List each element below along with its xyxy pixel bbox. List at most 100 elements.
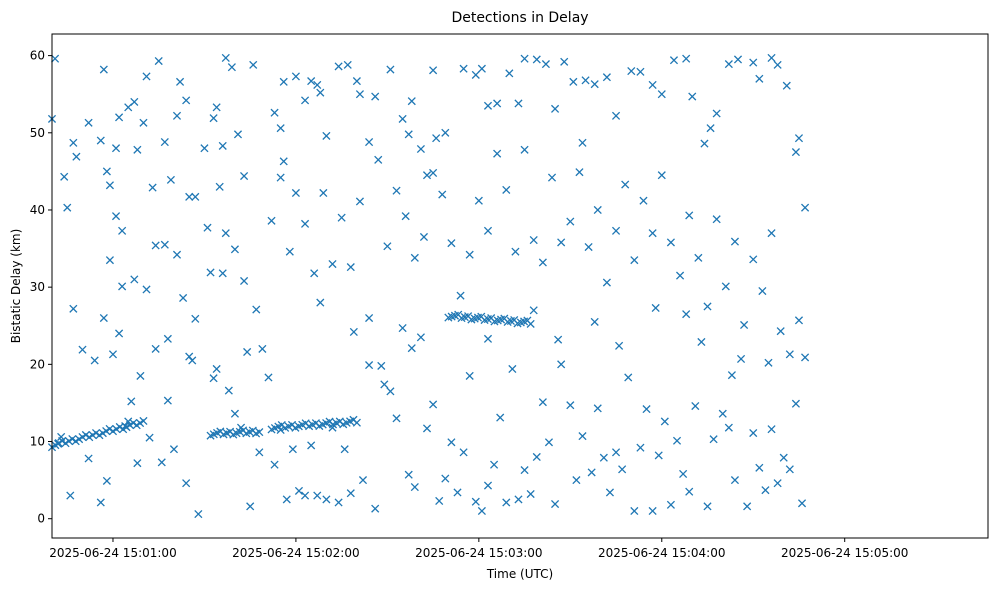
- data-point: [611, 448, 621, 457]
- data-point: [429, 66, 438, 75]
- data-point: [801, 203, 810, 212]
- data-point: [175, 77, 185, 86]
- y-axis-title: Bistatic Delay (km): [9, 229, 23, 344]
- data-point: [429, 400, 438, 409]
- data-point: [785, 465, 794, 474]
- data-point: [386, 65, 395, 74]
- data-point: [316, 88, 325, 97]
- data-point: [139, 416, 148, 426]
- data-point: [794, 134, 804, 143]
- data-point: [694, 253, 703, 262]
- data-point: [300, 96, 310, 105]
- data-point: [130, 97, 139, 106]
- data-point: [404, 470, 413, 479]
- data-point: [483, 226, 493, 235]
- data-point: [511, 247, 520, 256]
- data-point: [764, 358, 773, 367]
- data-point: [755, 74, 764, 83]
- data-point: [84, 118, 93, 127]
- data-point: [230, 409, 239, 418]
- data-point: [127, 397, 136, 406]
- data-point: [398, 114, 407, 123]
- data-point: [392, 186, 401, 195]
- data-point: [99, 313, 108, 323]
- data-point: [703, 302, 712, 311]
- data-point: [264, 373, 273, 382]
- y-tick-label: 20: [30, 357, 45, 371]
- y-tick-label: 40: [30, 203, 45, 217]
- data-point: [776, 327, 785, 336]
- data-point: [630, 256, 639, 265]
- data-point: [191, 314, 200, 323]
- data-point: [294, 486, 304, 495]
- data-point: [221, 53, 230, 62]
- data-point: [166, 175, 175, 184]
- data-point: [557, 360, 566, 369]
- data-point: [300, 219, 310, 228]
- data-point: [666, 500, 675, 509]
- axis-ticks: 2025-06-24 15:01:00 2025-06-24 15:02:00 20…: [30, 49, 909, 560]
- data-point: [215, 182, 224, 191]
- data-point: [218, 141, 227, 150]
- data-point: [185, 352, 194, 361]
- data-point: [270, 460, 279, 469]
- data-point: [212, 364, 221, 374]
- data-point: [255, 428, 264, 437]
- data-point: [801, 353, 810, 362]
- data-point: [151, 344, 160, 353]
- data-point: [730, 476, 740, 485]
- data-point: [410, 483, 419, 492]
- data-point: [313, 80, 322, 89]
- data-point: [60, 172, 69, 181]
- data-point: [380, 380, 389, 389]
- data-point: [651, 303, 660, 313]
- data-point: [374, 155, 383, 164]
- data-point: [419, 232, 429, 242]
- data-point: [761, 486, 770, 495]
- data-point: [340, 445, 349, 454]
- data-point: [773, 60, 782, 69]
- data-point: [532, 452, 541, 462]
- data-point: [203, 223, 212, 232]
- data-point: [514, 99, 523, 108]
- data-point: [133, 145, 142, 154]
- data-point: [483, 334, 493, 343]
- data-point: [514, 495, 523, 504]
- data-point: [471, 497, 480, 506]
- data-point: [163, 334, 172, 343]
- data-point: [139, 118, 148, 127]
- data-point: [459, 448, 468, 457]
- data-point: [246, 502, 255, 511]
- data-point: [63, 203, 72, 212]
- data-point: [572, 476, 581, 485]
- data-point: [240, 171, 249, 181]
- data-point: [288, 445, 297, 454]
- data-point: [108, 350, 118, 359]
- data-point: [682, 310, 691, 319]
- data-point: [642, 405, 651, 414]
- data-point: [666, 238, 675, 247]
- data-point: [581, 76, 590, 85]
- data-point: [767, 53, 776, 62]
- data-point: [438, 190, 447, 199]
- data-point: [590, 317, 599, 326]
- data-point: [569, 77, 578, 86]
- data-point: [182, 96, 191, 105]
- data-point: [276, 425, 285, 435]
- data-point: [233, 130, 243, 139]
- data-point: [136, 371, 145, 380]
- data-point: [307, 441, 316, 450]
- data-point: [660, 417, 669, 426]
- data-point: [334, 62, 343, 71]
- data-point: [410, 253, 419, 262]
- data-point: [657, 171, 666, 180]
- data-point: [477, 506, 486, 516]
- data-point: [111, 212, 121, 221]
- data-point: [358, 476, 368, 485]
- data-point: [551, 104, 560, 113]
- data-point: [172, 250, 182, 259]
- data-point: [724, 423, 733, 432]
- data-point: [566, 217, 575, 226]
- data-point: [459, 64, 468, 73]
- data-point: [520, 54, 529, 63]
